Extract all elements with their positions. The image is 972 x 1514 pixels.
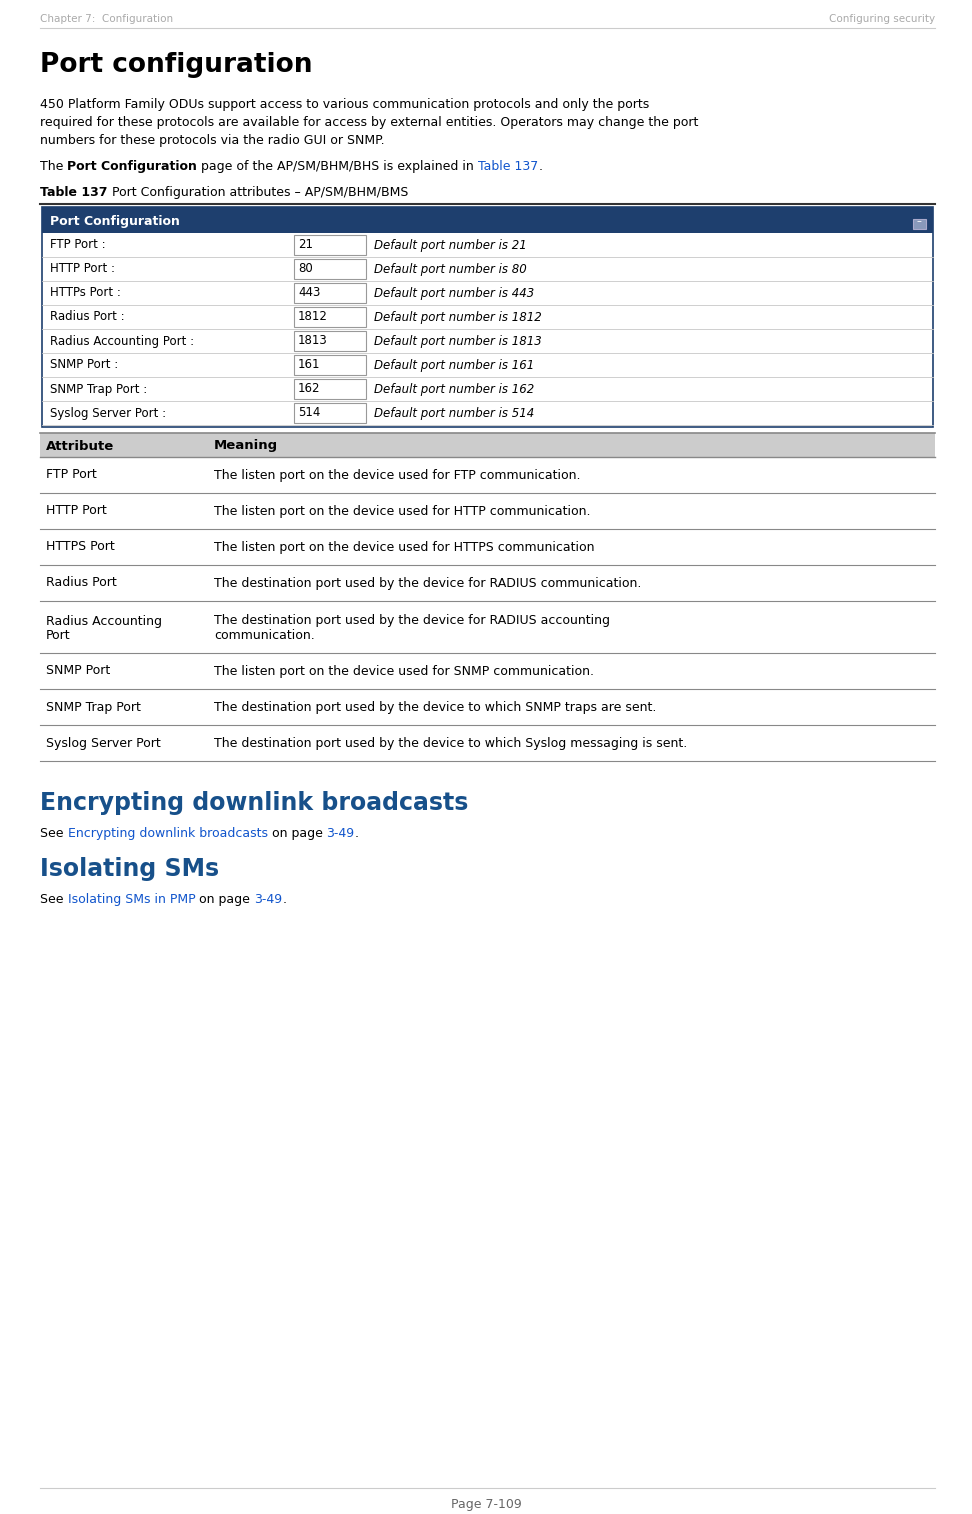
Text: 514: 514 xyxy=(298,406,321,419)
Text: Default port number is 80: Default port number is 80 xyxy=(374,262,527,276)
Text: Syslog Server Port :: Syslog Server Port : xyxy=(50,406,166,419)
Text: 450 Platform Family ODUs support access to various communication protocols and o: 450 Platform Family ODUs support access … xyxy=(40,98,649,111)
Text: Page 7-109: Page 7-109 xyxy=(451,1497,521,1511)
Text: SNMP Port: SNMP Port xyxy=(46,665,110,677)
Bar xyxy=(294,283,366,303)
Bar xyxy=(40,433,935,457)
Text: SNMP Port :: SNMP Port : xyxy=(50,359,119,371)
Text: 21: 21 xyxy=(298,239,313,251)
Text: Default port number is 514: Default port number is 514 xyxy=(374,406,535,419)
Bar xyxy=(42,207,933,427)
Text: The: The xyxy=(40,160,67,173)
Text: Default port number is 162: Default port number is 162 xyxy=(374,383,535,395)
Text: Default port number is 1812: Default port number is 1812 xyxy=(374,310,541,324)
Bar xyxy=(294,332,366,351)
Text: Default port number is 443: Default port number is 443 xyxy=(374,286,535,300)
Bar xyxy=(294,307,366,327)
Bar xyxy=(913,220,926,229)
Text: Port Configuration attributes – AP/SM/BHM/BMS: Port Configuration attributes – AP/SM/BH… xyxy=(108,186,408,198)
Text: HTTP Port: HTTP Port xyxy=(46,504,107,518)
Text: SNMP Trap Port :: SNMP Trap Port : xyxy=(50,383,147,395)
Text: 162: 162 xyxy=(298,383,321,395)
Text: Radius Accounting: Radius Accounting xyxy=(46,615,162,628)
Text: The destination port used by the device to which Syslog messaging is sent.: The destination port used by the device … xyxy=(214,736,687,749)
Text: Encrypting downlink broadcasts: Encrypting downlink broadcasts xyxy=(40,790,469,815)
Text: HTTP Port :: HTTP Port : xyxy=(50,262,115,276)
Bar xyxy=(42,207,933,233)
Text: See: See xyxy=(40,893,67,905)
Text: SNMP Trap Port: SNMP Trap Port xyxy=(46,701,141,713)
Text: Radius Accounting Port :: Radius Accounting Port : xyxy=(50,335,194,348)
Text: .: . xyxy=(355,827,359,840)
Text: 443: 443 xyxy=(298,286,321,300)
Text: HTTPs Port :: HTTPs Port : xyxy=(50,286,121,300)
Text: numbers for these protocols via the radio GUI or SNMP.: numbers for these protocols via the radi… xyxy=(40,135,385,147)
Text: The destination port used by the device for RADIUS accounting: The destination port used by the device … xyxy=(214,615,610,627)
Text: on page: on page xyxy=(267,827,327,840)
Text: Table 137: Table 137 xyxy=(40,186,108,198)
Text: Radius Port: Radius Port xyxy=(46,577,117,589)
Text: The listen port on the device used for FTP communication.: The listen port on the device used for F… xyxy=(214,468,580,481)
Text: 161: 161 xyxy=(298,359,321,371)
Text: required for these protocols are available for access by external entities. Oper: required for these protocols are availab… xyxy=(40,117,698,129)
Bar xyxy=(294,354,366,375)
Text: See: See xyxy=(40,827,67,840)
Text: on page: on page xyxy=(195,893,254,905)
Text: The destination port used by the device to which SNMP traps are sent.: The destination port used by the device … xyxy=(214,701,656,713)
Text: The listen port on the device used for HTTPS communication: The listen port on the device used for H… xyxy=(214,540,595,554)
Bar xyxy=(294,403,366,422)
Bar xyxy=(294,378,366,400)
Text: Default port number is 21: Default port number is 21 xyxy=(374,239,527,251)
Text: Syslog Server Port: Syslog Server Port xyxy=(46,736,160,749)
Text: Chapter 7:  Configuration: Chapter 7: Configuration xyxy=(40,14,173,24)
Text: .: . xyxy=(538,160,542,173)
Text: Encrypting downlink broadcasts: Encrypting downlink broadcasts xyxy=(67,827,267,840)
Text: 3-49: 3-49 xyxy=(327,827,355,840)
Text: 1813: 1813 xyxy=(298,335,328,348)
Text: Isolating SMs in PMP: Isolating SMs in PMP xyxy=(67,893,195,905)
Text: Configuring security: Configuring security xyxy=(829,14,935,24)
Text: page of the AP/SM/BHM/BHS is explained in: page of the AP/SM/BHM/BHS is explained i… xyxy=(197,160,478,173)
Text: FTP Port: FTP Port xyxy=(46,468,97,481)
Text: Default port number is 161: Default port number is 161 xyxy=(374,359,535,371)
Text: Port configuration: Port configuration xyxy=(40,51,313,79)
Bar xyxy=(294,235,366,254)
Text: Port Configuration: Port Configuration xyxy=(67,160,197,173)
Text: Port Configuration: Port Configuration xyxy=(50,215,180,227)
Text: Meaning: Meaning xyxy=(214,439,278,453)
Text: .: . xyxy=(282,893,286,905)
Text: Port: Port xyxy=(46,628,71,642)
Text: Radius Port :: Radius Port : xyxy=(50,310,124,324)
Text: Isolating SMs: Isolating SMs xyxy=(40,857,219,881)
Text: Attribute: Attribute xyxy=(46,439,115,453)
Text: –: – xyxy=(917,217,921,226)
Text: FTP Port :: FTP Port : xyxy=(50,239,106,251)
Text: The destination port used by the device for RADIUS communication.: The destination port used by the device … xyxy=(214,577,642,589)
Text: Table 137: Table 137 xyxy=(478,160,538,173)
Text: The listen port on the device used for HTTP communication.: The listen port on the device used for H… xyxy=(214,504,591,518)
Text: HTTPS Port: HTTPS Port xyxy=(46,540,115,554)
Text: The listen port on the device used for SNMP communication.: The listen port on the device used for S… xyxy=(214,665,594,677)
Bar xyxy=(294,259,366,279)
Text: Default port number is 1813: Default port number is 1813 xyxy=(374,335,541,348)
Text: 1812: 1812 xyxy=(298,310,328,324)
Text: 3-49: 3-49 xyxy=(254,893,282,905)
Text: communication.: communication. xyxy=(214,628,315,642)
Text: 80: 80 xyxy=(298,262,313,276)
